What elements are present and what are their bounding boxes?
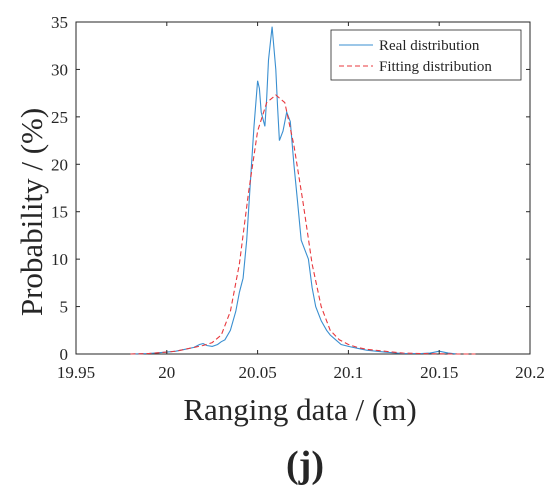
x-tick-label: 19.95 xyxy=(57,363,95,382)
y-tick-label: 10 xyxy=(51,250,68,269)
x-tick-label: 20 xyxy=(158,363,175,382)
y-tick-label: 5 xyxy=(60,298,69,317)
y-tick-label: 15 xyxy=(51,203,68,222)
x-tick-label: 20.2 xyxy=(515,363,545,382)
legend-label: Fitting distribution xyxy=(379,59,492,75)
series-line-fitting-distribution xyxy=(130,94,476,355)
ticks-layer: 19.95 20 20.05 20.1 20.15 20.2 0 5 10 15 20 25 30 35 xyxy=(51,13,545,382)
series-line-real-distribution xyxy=(130,26,458,355)
legend-label: Real distribution xyxy=(379,38,480,54)
legend-box xyxy=(330,29,522,81)
panel-label: (j) xyxy=(286,444,324,486)
y-tick-label: 0 xyxy=(60,345,69,364)
y-tick-label: 20 xyxy=(51,155,68,174)
x-axis-label: Ranging data / (m) xyxy=(183,392,416,427)
x-tick-label: 20.05 xyxy=(238,363,276,382)
series-layer xyxy=(130,26,476,355)
y-tick-label: 35 xyxy=(51,13,68,32)
y-tick-label: 25 xyxy=(51,108,68,127)
legend: Real distribution Fitting distribution xyxy=(330,29,522,81)
x-tick-label: 20.1 xyxy=(334,363,364,382)
y-tick-label: 30 xyxy=(51,60,68,79)
y-axis-label: Probability / (%) xyxy=(14,108,49,316)
x-tick-label: 20.15 xyxy=(420,363,458,382)
